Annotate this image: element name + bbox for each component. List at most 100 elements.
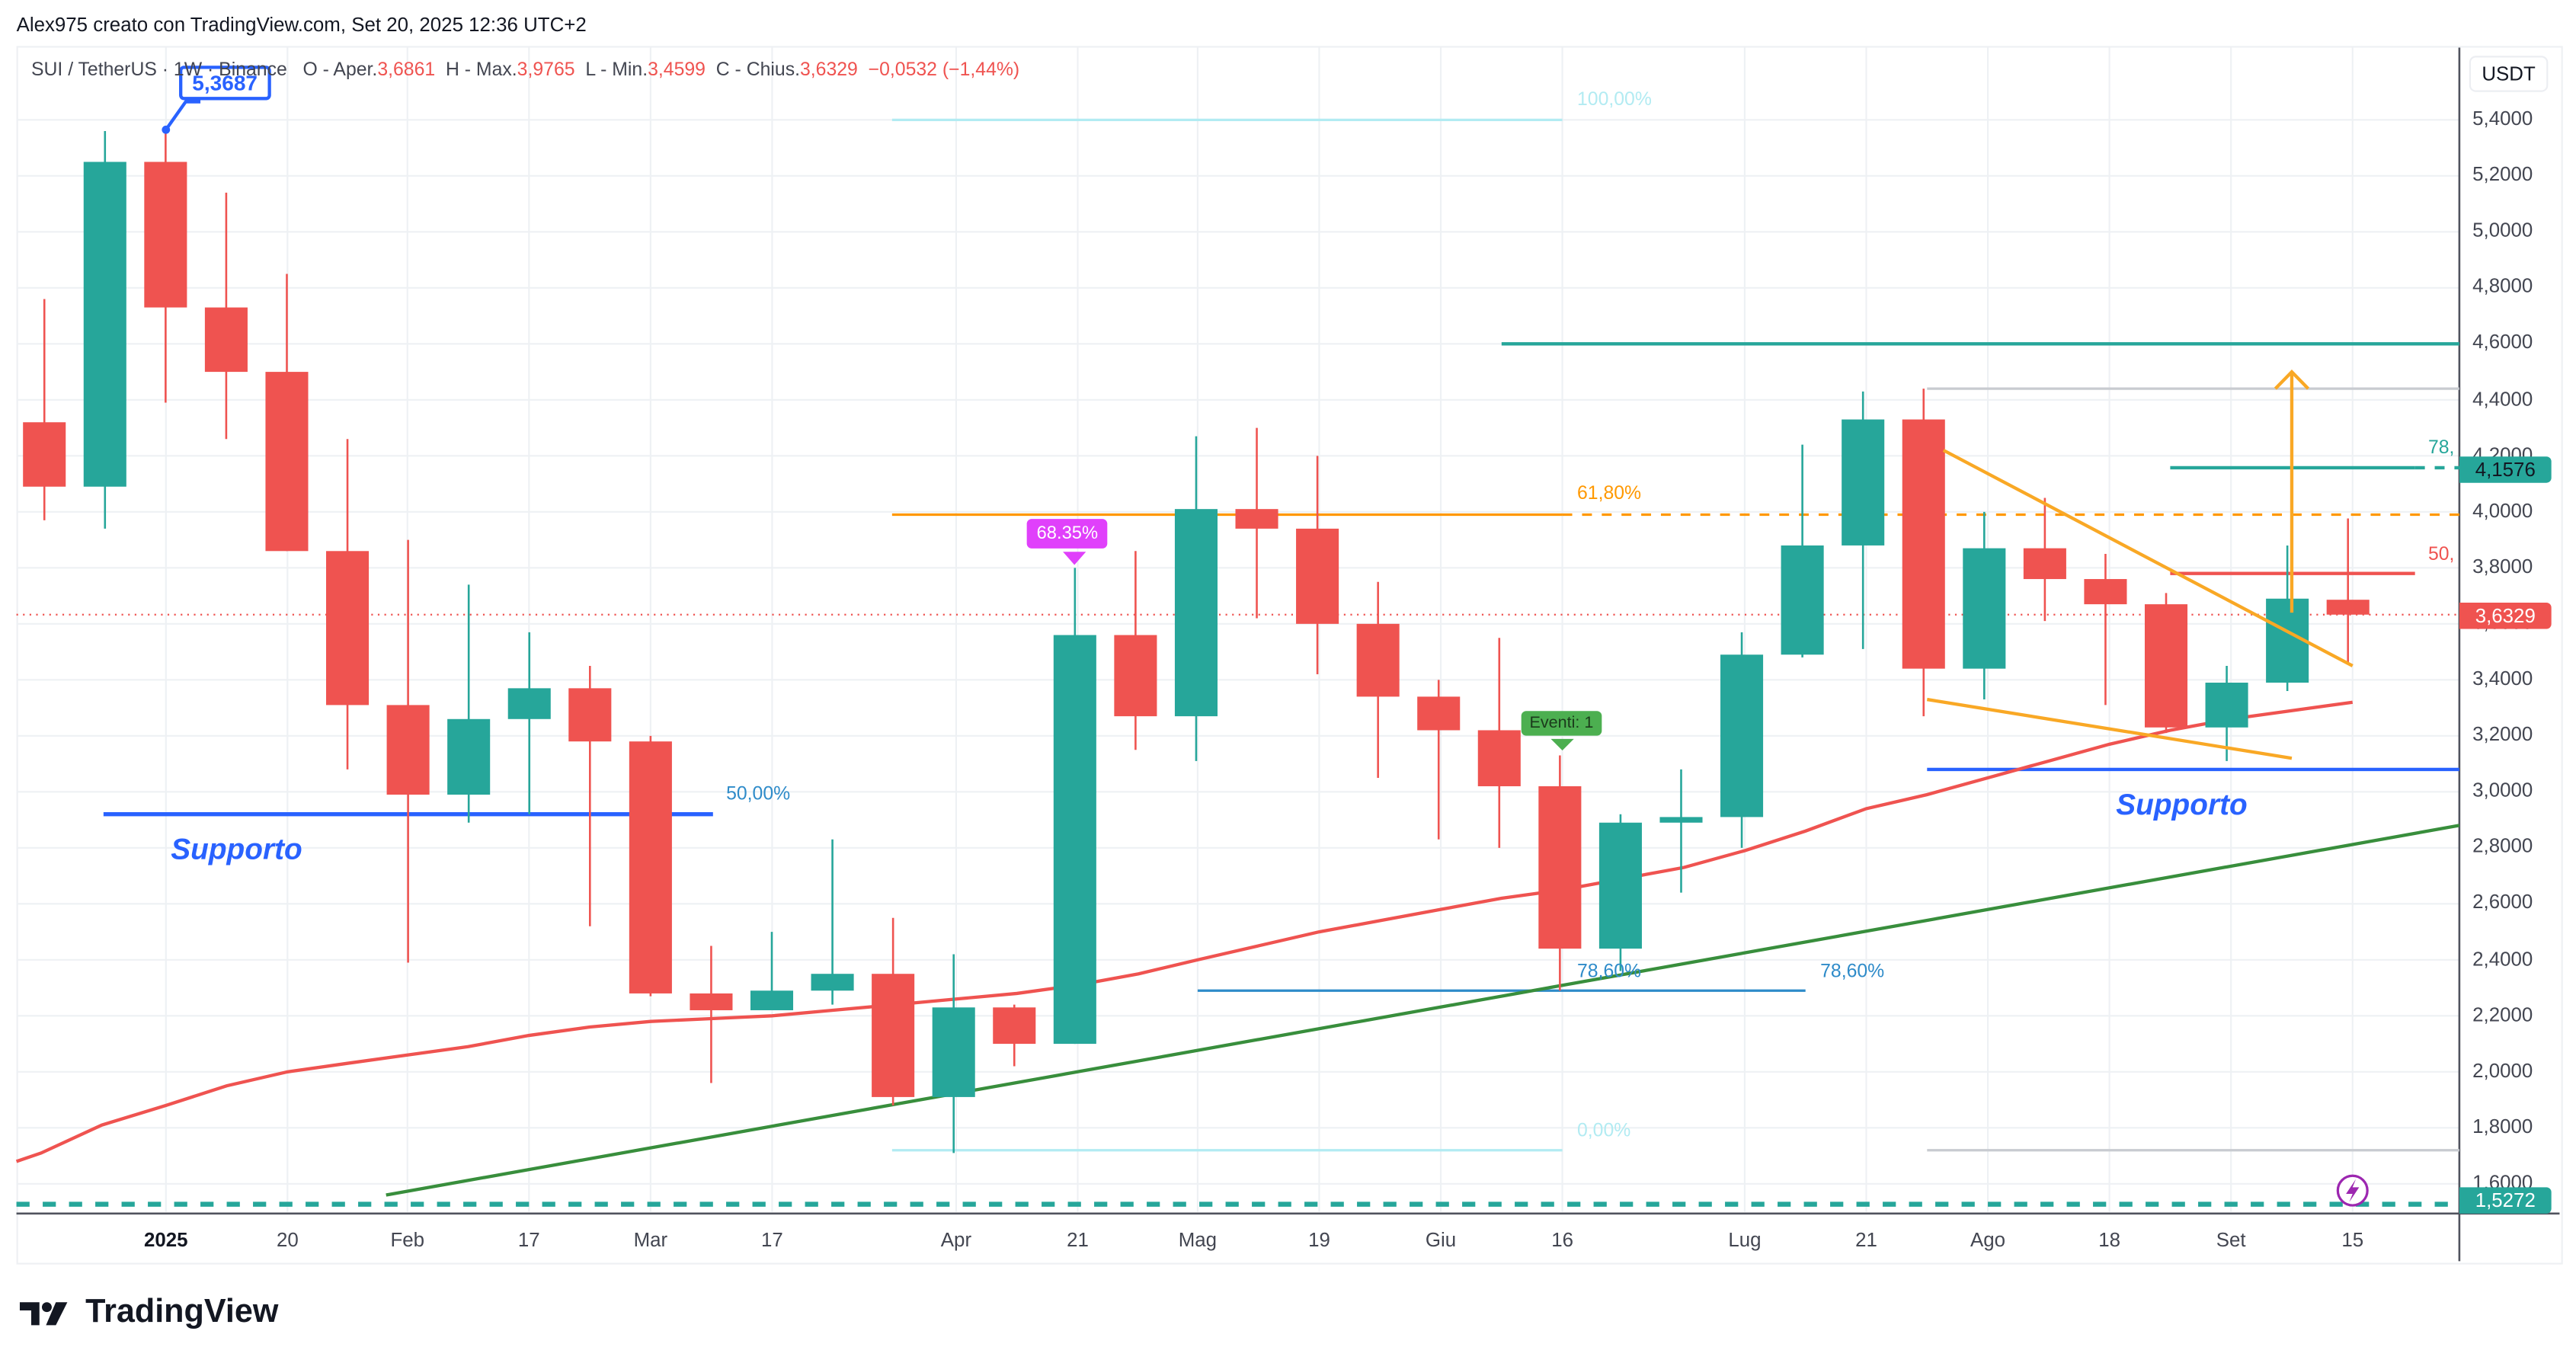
candle-body [750,990,794,1010]
fib-50-label: 50,00% [726,785,791,805]
time-tick-label: Apr [940,1228,972,1252]
candle-body [993,1007,1036,1045]
ascending-trendline [386,824,2460,1197]
tradingview-logo-icon [19,1301,68,1325]
candle-body [1538,785,1582,949]
time-tick-label: 20 [276,1228,299,1252]
time-tick-label: 21 [1067,1228,1089,1252]
candle-body [507,688,551,719]
price-tick-label: 2,6000 [2472,891,2533,914]
callout-anchor-dot [162,125,171,134]
percent-badge[interactable]: 68.35% [1026,519,1108,549]
wedge-upper-line [1942,449,2354,667]
events-badge[interactable]: Eventi: 1 [1521,711,1602,736]
time-tick-label: Feb [390,1228,425,1252]
candle-body [204,307,248,373]
high-value: 3,9765 [517,60,575,81]
peak-price-callout[interactable]: 5,3687 [179,66,271,101]
price-tick-label: 5,0000 [2472,219,2533,242]
target-arrow-head-icon [2274,370,2310,390]
price-tick-label: 5,4000 [2472,107,2533,130]
candle-body [568,688,612,742]
candle-body [2205,683,2248,728]
price-tick-label: 2,2000 [2472,1003,2533,1026]
symbol-label[interactable]: SUI / TetherUS · 1W · Binance [30,60,287,81]
price-tick-label: 2,4000 [2472,946,2533,970]
candle-body [2144,604,2188,728]
time-tick-label: 19 [1308,1228,1330,1252]
ohlc-legend: SUI / TetherUS · 1W · Binance O - Aper.3… [30,60,1020,81]
time-tick-label: 18 [2098,1228,2121,1252]
time-tick-label: 21 [1855,1228,1877,1252]
time-tick-label: 15 [2341,1228,2364,1252]
change-value: −0,0532 (−1,44%) [868,60,1020,81]
price-tick-label: 3,2000 [2472,722,2533,746]
candle-body [386,705,430,795]
candle-body [1235,509,1278,529]
candle-body [23,422,66,487]
level-tag-bottom: 1,5272 [2459,1187,2552,1214]
price-tick-label: 2,8000 [2472,834,2533,858]
candle-body [447,718,491,795]
candle-body [326,551,370,705]
candle-body [1598,822,1642,949]
callout-pointer [165,100,201,131]
price-tick-label: 4,6000 [2472,331,2533,354]
time-tick-label: Giu [1425,1228,1457,1252]
candle-body [1477,730,1521,786]
fib-786-label-b: 78,60% [1820,962,1885,982]
time-tick-label: Mag [1178,1228,1218,1252]
tradingview-logo[interactable]: TradingView [19,1294,278,1332]
price-tick-label: 1,8000 [2472,1115,2533,1138]
open-value: 3,6861 [377,60,436,81]
chart-credit: Alex975 creato con TradingView.com, Set … [16,13,587,37]
price-tick-label: 3,4000 [2472,667,2533,690]
currency-button[interactable]: USDT [2469,56,2549,92]
time-tick-label: 17 [517,1228,540,1252]
time-tick-label: 16 [1551,1228,1573,1252]
wedge-lower-line [1926,697,2293,760]
candle-body [1356,623,1400,697]
price-tick-label: 4,8000 [2472,274,2533,298]
candle-body [1902,419,1945,669]
badge-pointer [1063,552,1086,565]
candle-body [629,741,672,993]
candle-body [2084,579,2127,605]
last-price-tag: 3,6329 [2459,603,2552,629]
right-50-label: 50, [2427,545,2455,565]
candle-body [1417,696,1461,731]
close-value: 3,6329 [799,60,858,81]
time-tick-label: Ago [1970,1228,2006,1252]
events-pointer [1550,738,1574,751]
candle-body [83,162,126,487]
chart-frame [16,46,2563,1265]
candle-body [811,974,854,991]
price-tick-label: 3,8000 [2472,555,2533,578]
candle-body [932,1007,975,1097]
candle-body [1720,654,1764,817]
fib-100-label: 100,00% [1577,90,1652,110]
right-78-label: 78, [2427,438,2455,459]
candle-body [1296,528,1339,624]
time-tick-label: 17 [761,1228,783,1252]
time-tick-label: Lug [1728,1228,1762,1252]
low-value: 3,4599 [648,60,706,81]
time-tick-label: Mar [633,1228,668,1252]
support-label-left: Supporto [171,832,302,865]
support-label-right: Supporto [2116,788,2248,821]
candle-body [144,162,187,308]
candle-body [1053,635,1096,1045]
candle-body [1842,419,1885,546]
price-tick-label: 4,4000 [2472,386,2533,410]
fib-0-label: 0,00% [1577,1121,1631,1142]
level-tag-teal: 4,1576 [2459,456,2552,483]
fib-618-label: 61,80% [1577,484,1642,504]
candle-body [2326,600,2370,615]
candle-body [1114,635,1157,717]
lightning-bolt-icon [2346,1179,2360,1202]
candle-body [2023,548,2066,580]
price-tick-label: 4,0000 [2472,498,2533,522]
price-tick-label: 3,0000 [2472,779,2533,802]
candle-body [1963,548,2006,669]
